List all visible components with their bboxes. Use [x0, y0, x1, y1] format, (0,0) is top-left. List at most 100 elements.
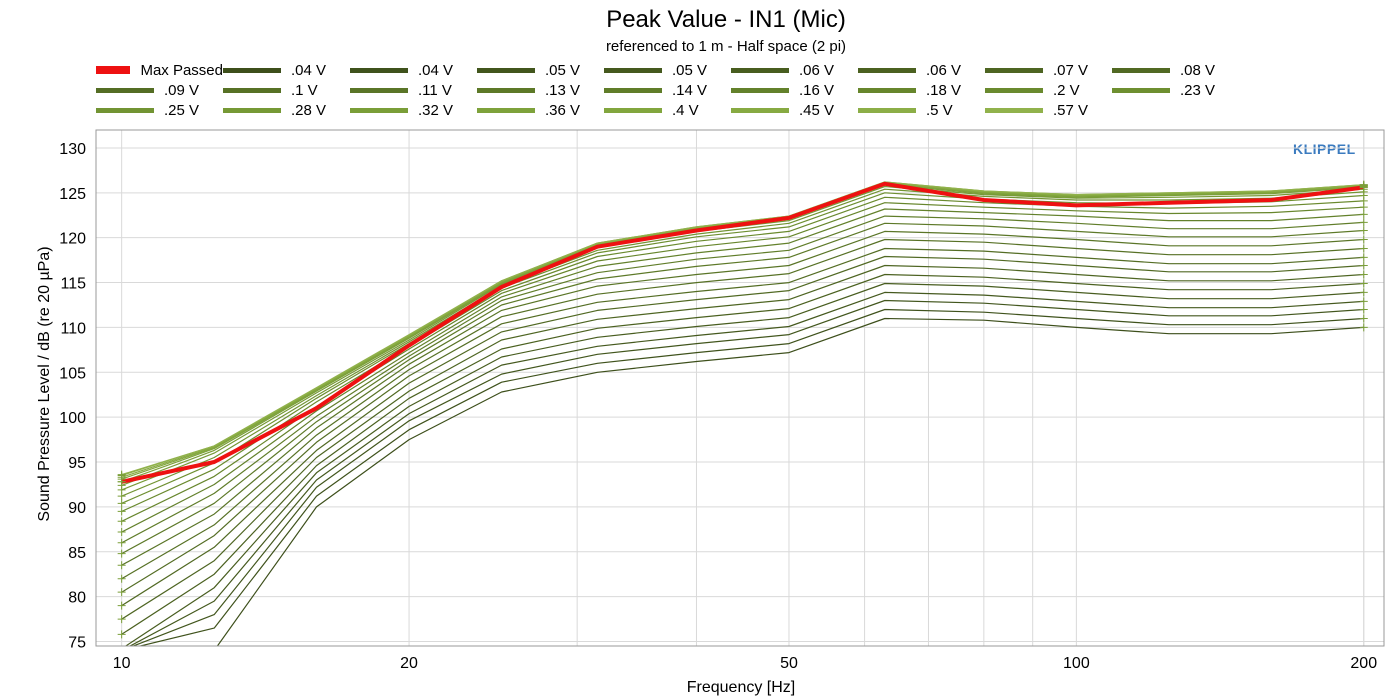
legend-item: .4 V [604, 102, 731, 119]
series-line [121, 202, 1364, 522]
y-tick-label: 95 [68, 455, 86, 472]
legend-label: .28 V [291, 101, 327, 119]
legend-item: .09 V [96, 82, 223, 99]
legend-item: .04 V [223, 62, 350, 79]
legend-swatch [604, 67, 662, 73]
legend-label: .25 V [164, 101, 200, 119]
data-marker [1359, 226, 1368, 235]
y-tick-labels: 75 80 85 90 95 100 105 110 115 120 125 130 [59, 141, 86, 652]
series-line [131, 299, 1364, 646]
legend-label: Max Passed [140, 61, 223, 79]
legend-label: .45 V [799, 101, 835, 119]
y-tick-label: 120 [59, 231, 86, 248]
x-tick-label: 50 [780, 655, 798, 672]
y-tick-label: 115 [60, 276, 86, 293]
y-tick-label: 130 [59, 141, 86, 158]
chart-subtitle: referenced to 1 m - Half space (2 pi) [605, 38, 847, 55]
legend-swatch [985, 87, 1043, 93]
legend-label: .57 V [1053, 101, 1089, 119]
legend-label: .36 V [545, 101, 581, 119]
legend-item: .05 V [604, 62, 731, 79]
legend-swatch [731, 67, 789, 73]
legend-swatch [223, 67, 281, 73]
legend-label: .13 V [545, 81, 581, 99]
legend-swatch [604, 87, 662, 93]
legend-swatch [858, 87, 916, 93]
series-line [121, 215, 1364, 544]
legend-swatch [223, 107, 281, 113]
y-tick-label: 90 [68, 500, 86, 517]
legend-row: .25 V .28 V .32 V .36 V .4 V .45 V .5 V .57 V [96, 100, 1396, 120]
data-marker [1359, 261, 1368, 270]
data-marker [1359, 270, 1368, 279]
legend-label: .1 V [291, 81, 318, 99]
data-marker [1359, 210, 1368, 219]
legend-label: .04 V [418, 61, 454, 79]
data-marker [1359, 235, 1368, 244]
legend-label: .2 V [1053, 81, 1080, 99]
series-line [121, 238, 1364, 580]
legend-swatch [1112, 87, 1170, 93]
data-marker [1359, 244, 1368, 253]
x-tick-label: 100 [1063, 655, 1090, 672]
y-tick-label: 80 [68, 590, 86, 607]
plot-frame [95, 129, 1385, 647]
series-line [121, 247, 1364, 593]
legend-swatch [96, 87, 154, 93]
series-line [124, 282, 1364, 646]
x-tick-label: 20 [400, 655, 418, 672]
data-marker [117, 588, 126, 597]
series-line [121, 181, 1364, 476]
legend-item: .06 V [858, 62, 985, 79]
klippel-logo: KLIPPEL [1293, 141, 1356, 157]
series-line [121, 222, 1364, 555]
y-axis-label: Sound Pressure Level / dB (re 20 µPa) [36, 246, 53, 521]
data-marker [1359, 323, 1368, 332]
y-tick-label: 85 [68, 545, 86, 562]
legend-item: .06 V [731, 62, 858, 79]
data-marker [117, 601, 126, 610]
data-marker [117, 615, 126, 624]
series-line [121, 188, 1364, 497]
series-lines [117, 180, 1368, 646]
plot-border [95, 129, 1385, 647]
data-marker [1359, 253, 1368, 262]
legend-item: .13 V [477, 82, 604, 99]
legend-swatch [1112, 67, 1170, 73]
legend-item: .07 V [985, 62, 1112, 79]
legend-label: .09 V [164, 81, 200, 99]
legend-label: .18 V [926, 81, 962, 99]
legend-swatch [985, 67, 1043, 73]
legend-swatch [350, 107, 408, 113]
data-marker [1359, 288, 1368, 297]
data-marker [1359, 180, 1368, 189]
series-line [216, 317, 1364, 646]
series-line [121, 230, 1364, 566]
data-marker [117, 549, 126, 558]
y-tick-label: 105 [59, 365, 86, 382]
series-line [137, 308, 1364, 646]
data-marker [117, 470, 126, 479]
legend-label: .11 V [418, 81, 452, 99]
legend-label: .05 V [545, 61, 581, 79]
legend-swatch [477, 87, 535, 93]
grid [96, 130, 1384, 646]
legend-item: .14 V [604, 82, 731, 99]
legend-label: .05 V [672, 61, 708, 79]
series-line [121, 264, 1364, 620]
legend-swatch [350, 87, 408, 93]
legend-item: .5 V [858, 102, 985, 119]
x-tick-label: 200 [1350, 655, 1377, 672]
data-marker [1359, 218, 1368, 227]
legend-item: .1 V [223, 82, 350, 99]
series-line [121, 208, 1364, 533]
chart-title: Peak Value - IN1 (Mic) [606, 6, 846, 33]
x-tick-labels: 10 20 50 100 200 [113, 655, 1377, 672]
legend-swatch [223, 87, 281, 93]
series-line [121, 196, 1364, 512]
y-tick-label: 110 [60, 320, 86, 337]
legend-swatch [858, 107, 916, 113]
series-line-max-passed [121, 181, 1365, 484]
data-marker [1359, 305, 1368, 314]
